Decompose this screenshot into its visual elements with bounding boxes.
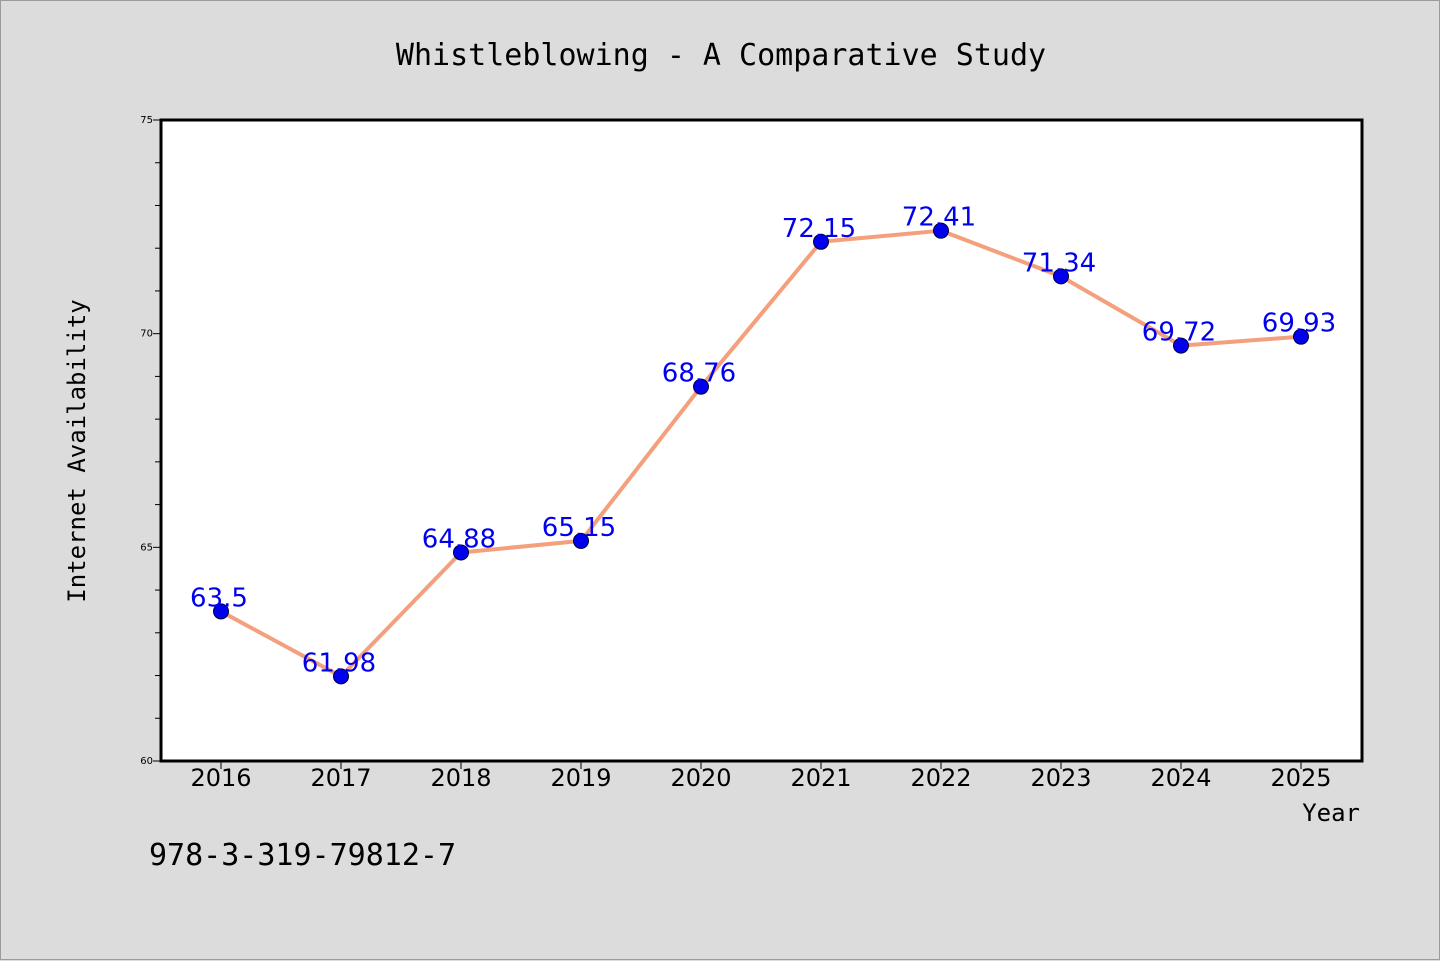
- x-tick-label: 2016: [190, 764, 251, 792]
- x-tick-label: 2023: [1030, 764, 1091, 792]
- x-tick-label: 2021: [790, 764, 851, 792]
- data-point: [1173, 337, 1189, 354]
- x-tick-label: 2018: [430, 764, 491, 792]
- chart-title: Whistleblowing - A Comparative Study: [396, 38, 1046, 73]
- data-label: 72.15: [782, 214, 856, 244]
- x-axis-label: Year: [1302, 799, 1360, 827]
- data-point: [933, 222, 949, 239]
- data-label: 68.76: [662, 359, 736, 389]
- y-tick-label: 70: [140, 329, 153, 340]
- data-label: 71.34: [1022, 248, 1096, 278]
- y-axis-label: Internet Availability: [63, 299, 91, 602]
- data-point: [693, 378, 709, 395]
- data-point: [573, 532, 589, 549]
- x-tick-label: 2025: [1270, 764, 1331, 792]
- x-axis-ticks: 2016 2017 2018 2019 2020 2021 2022 2023 2024 2025: [190, 761, 1332, 792]
- y-tick-label: 65: [140, 542, 153, 553]
- data-label: 69.72: [1142, 318, 1216, 348]
- data-label: 72.41: [902, 203, 976, 233]
- data-label: 61.98: [302, 648, 376, 678]
- data-point: [1293, 328, 1309, 345]
- y-tick-label: 60: [140, 756, 153, 767]
- x-tick-label: 2019: [550, 764, 611, 792]
- y-tick-label: 75: [140, 115, 153, 126]
- x-tick-label: 2017: [310, 764, 371, 792]
- data-point: [1053, 268, 1069, 285]
- x-tick-label: 2024: [1150, 764, 1211, 792]
- data-point: [453, 544, 469, 561]
- data-label: 64.88: [422, 524, 496, 554]
- x-tick-label: 2020: [670, 764, 731, 792]
- data-label: 63.5: [190, 583, 248, 613]
- data-label: 69.93: [1262, 309, 1336, 339]
- series-layer: 63.5 61.98 64.88 65.15 68.76 72.15 72.41 71.34 6…: [190, 203, 1336, 685]
- data-point: [213, 603, 229, 620]
- data-point: [333, 668, 349, 685]
- series-line: [219, 228, 1303, 679]
- data-point: [813, 233, 829, 250]
- x-tick-label: 2022: [910, 764, 971, 792]
- data-label: 65.15: [542, 513, 616, 543]
- isbn-identifier: 978-3-319-79812-7: [149, 838, 456, 873]
- y-axis-ticks: 60 65 70 75: [140, 115, 161, 767]
